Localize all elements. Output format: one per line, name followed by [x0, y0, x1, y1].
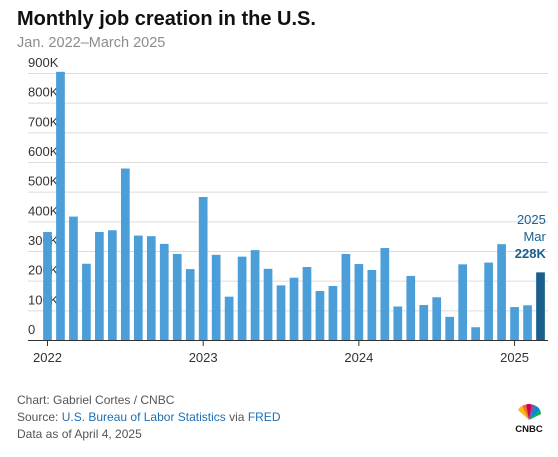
- bar: [198, 197, 208, 340]
- bar: [211, 254, 221, 340]
- y-tick-label: 700K: [28, 114, 59, 129]
- bar: [328, 286, 338, 340]
- y-tick-label: 600K: [28, 144, 59, 159]
- bar-chart: 0100K200K300K400K500K600K700K800K900K202…: [28, 55, 548, 365]
- bar: [445, 316, 455, 340]
- bar: [419, 304, 429, 340]
- bar: [146, 236, 156, 340]
- data-as-of: Data as of April 4, 2025: [17, 427, 142, 441]
- bar: [341, 253, 351, 340]
- bar: [302, 267, 312, 340]
- bar: [458, 264, 468, 340]
- peacock-icon: [518, 403, 541, 420]
- bar: [367, 269, 377, 340]
- bar: [185, 269, 195, 340]
- bar: [471, 327, 480, 340]
- y-tick-label: 900K: [28, 55, 59, 70]
- chart-credit: Chart: Gabriel Cortes / CNBC: [17, 393, 175, 407]
- bar: [406, 275, 416, 340]
- bar: [354, 264, 364, 340]
- cnbc-logo: CNBC: [515, 403, 543, 435]
- bar: [237, 256, 247, 340]
- bar: [393, 306, 403, 340]
- y-tick-label: 800K: [28, 85, 59, 100]
- annotation-value: 228K: [515, 246, 547, 261]
- bar: [69, 216, 78, 340]
- bar: [95, 232, 104, 340]
- bar: [250, 250, 260, 340]
- bar: [159, 243, 169, 340]
- bar: [289, 277, 299, 340]
- bar: [276, 285, 286, 340]
- bar: [536, 272, 545, 340]
- bar: [510, 307, 519, 340]
- y-tick-label: 400K: [28, 203, 59, 218]
- bar: [172, 253, 182, 340]
- bar: [108, 230, 117, 340]
- x-tick-label: 2023: [189, 350, 218, 365]
- bar: [43, 232, 52, 340]
- chart-title: Monthly job creation in the U.S.: [17, 8, 316, 30]
- bar: [120, 168, 130, 340]
- bar: [56, 71, 65, 341]
- bar: [432, 297, 442, 340]
- bar: [263, 268, 273, 340]
- source-mid: via: [225, 410, 248, 424]
- source-link-bls[interactable]: U.S. Bureau of Labor Statistics: [61, 410, 226, 424]
- y-tick-label: 0: [28, 322, 35, 337]
- source-line: Source: U.S. Bureau of Labor Statistics …: [17, 410, 280, 424]
- bar: [484, 262, 493, 340]
- bar: [82, 263, 91, 340]
- bar: [224, 296, 234, 340]
- logo-text: CNBC: [515, 424, 543, 435]
- source-link-fred[interactable]: FRED: [247, 410, 281, 424]
- bar: [380, 248, 390, 340]
- x-tick-label: 2024: [344, 350, 373, 365]
- bar: [133, 235, 143, 340]
- y-tick-label: 500K: [28, 174, 59, 189]
- bar: [523, 305, 532, 340]
- chart-subtitle: Jan. 2022–March 2025: [17, 35, 166, 51]
- source-prefix: Source:: [17, 410, 62, 424]
- annotation-year: 2025: [517, 212, 546, 227]
- bar: [315, 291, 325, 340]
- bar: [497, 244, 506, 340]
- x-tick-label: 2022: [33, 350, 62, 365]
- x-tick-label: 2025: [500, 350, 529, 365]
- annotation-month: Mar: [523, 229, 546, 244]
